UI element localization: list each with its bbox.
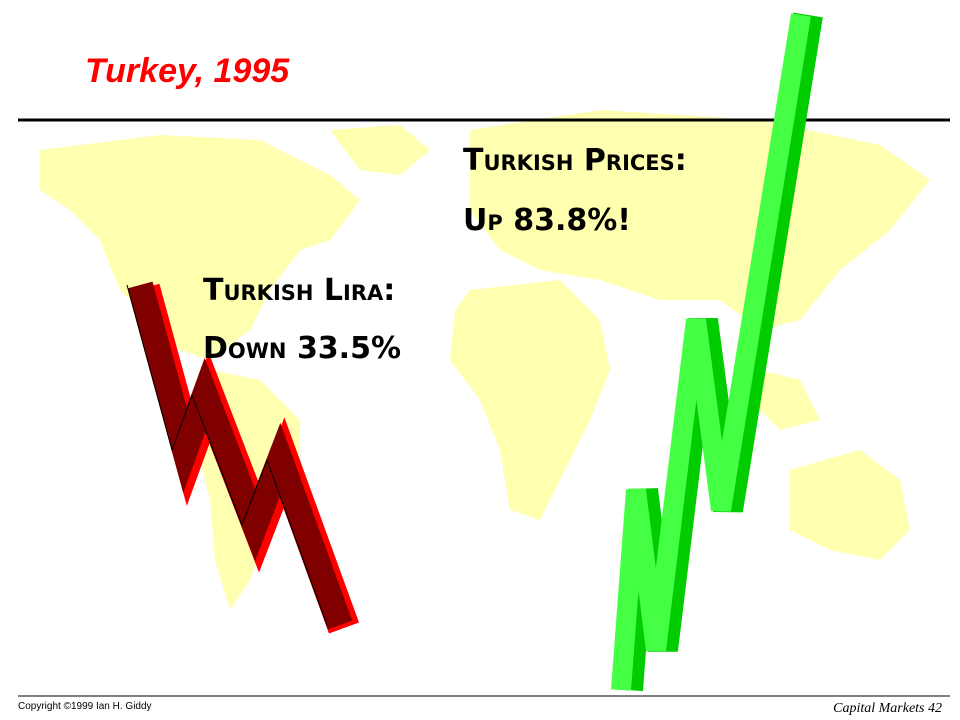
prices-detail: Up 83.8%! bbox=[463, 203, 631, 238]
title: Turkey, 1995 bbox=[85, 52, 290, 90]
lira-detail: Down 33.5% bbox=[203, 331, 401, 366]
lira-heading: Turkish Lira: bbox=[203, 273, 395, 308]
course-label: Capital Markets 42 bbox=[833, 701, 942, 716]
prices-zigzag bbox=[611, 12, 823, 692]
prices-heading: Turkish Prices: bbox=[463, 143, 687, 178]
copyright: Copyright ©1999 Ian H. Giddy bbox=[18, 701, 152, 712]
world-map bbox=[40, 110, 930, 610]
lira-zigzag bbox=[126, 281, 360, 634]
